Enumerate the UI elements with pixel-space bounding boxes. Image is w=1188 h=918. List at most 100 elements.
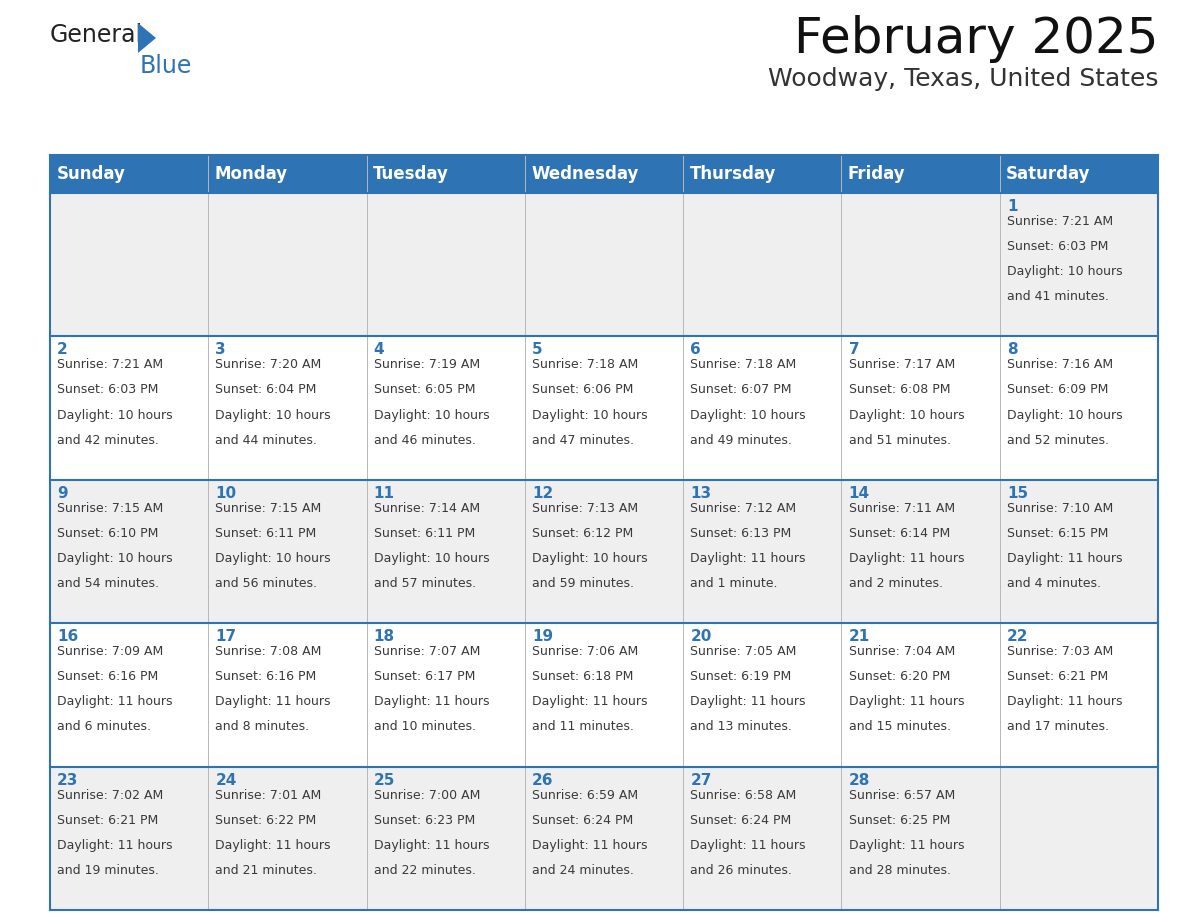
Text: and 56 minutes.: and 56 minutes. <box>215 577 317 590</box>
Text: Sunrise: 7:21 AM: Sunrise: 7:21 AM <box>1007 215 1113 228</box>
Text: 5: 5 <box>532 342 543 357</box>
Text: Daylight: 11 hours: Daylight: 11 hours <box>1007 552 1123 565</box>
Text: and 46 minutes.: and 46 minutes. <box>374 433 475 447</box>
Text: Sunrise: 7:01 AM: Sunrise: 7:01 AM <box>215 789 322 801</box>
Text: Daylight: 11 hours: Daylight: 11 hours <box>57 839 172 852</box>
Text: and 26 minutes.: and 26 minutes. <box>690 864 792 877</box>
Bar <box>50 480 1158 623</box>
Text: Sunrise: 7:15 AM: Sunrise: 7:15 AM <box>215 502 322 515</box>
Text: Sunset: 6:22 PM: Sunset: 6:22 PM <box>215 813 317 827</box>
Text: and 47 minutes.: and 47 minutes. <box>532 433 634 447</box>
Text: Sunrise: 7:03 AM: Sunrise: 7:03 AM <box>1007 645 1113 658</box>
Text: Daylight: 10 hours: Daylight: 10 hours <box>532 552 647 565</box>
Text: Daylight: 11 hours: Daylight: 11 hours <box>690 696 805 709</box>
Text: Daylight: 11 hours: Daylight: 11 hours <box>848 839 963 852</box>
Bar <box>50 155 1158 193</box>
Text: Sunset: 6:25 PM: Sunset: 6:25 PM <box>848 813 950 827</box>
Text: Daylight: 10 hours: Daylight: 10 hours <box>374 552 489 565</box>
Text: Sunset: 6:05 PM: Sunset: 6:05 PM <box>374 384 475 397</box>
Text: 4: 4 <box>374 342 385 357</box>
Text: Sunset: 6:04 PM: Sunset: 6:04 PM <box>215 384 317 397</box>
Text: Sunrise: 7:15 AM: Sunrise: 7:15 AM <box>57 502 164 515</box>
Text: 10: 10 <box>215 486 236 501</box>
Text: Sunset: 6:15 PM: Sunset: 6:15 PM <box>1007 527 1108 540</box>
Text: and 57 minutes.: and 57 minutes. <box>374 577 476 590</box>
Text: 28: 28 <box>848 773 870 788</box>
Text: Sunrise: 7:19 AM: Sunrise: 7:19 AM <box>374 358 480 372</box>
Text: Tuesday: Tuesday <box>373 165 449 183</box>
Text: Sunset: 6:03 PM: Sunset: 6:03 PM <box>57 384 158 397</box>
Text: 11: 11 <box>374 486 394 501</box>
Text: Sunrise: 6:59 AM: Sunrise: 6:59 AM <box>532 789 638 801</box>
Text: Sunrise: 7:06 AM: Sunrise: 7:06 AM <box>532 645 638 658</box>
Text: and 8 minutes.: and 8 minutes. <box>215 721 310 733</box>
Text: Sunset: 6:12 PM: Sunset: 6:12 PM <box>532 527 633 540</box>
Text: Sunset: 6:18 PM: Sunset: 6:18 PM <box>532 670 633 683</box>
Text: Daylight: 11 hours: Daylight: 11 hours <box>690 839 805 852</box>
Text: Daylight: 11 hours: Daylight: 11 hours <box>215 839 331 852</box>
Text: Daylight: 11 hours: Daylight: 11 hours <box>532 839 647 852</box>
Text: Sunrise: 7:21 AM: Sunrise: 7:21 AM <box>57 358 163 372</box>
Text: 6: 6 <box>690 342 701 357</box>
Text: 1: 1 <box>1007 199 1017 214</box>
Text: Sunset: 6:23 PM: Sunset: 6:23 PM <box>374 813 475 827</box>
Text: Sunset: 6:21 PM: Sunset: 6:21 PM <box>1007 670 1108 683</box>
Text: Daylight: 11 hours: Daylight: 11 hours <box>57 696 172 709</box>
Text: Wednesday: Wednesday <box>531 165 639 183</box>
Text: Daylight: 10 hours: Daylight: 10 hours <box>848 409 965 421</box>
Text: and 54 minutes.: and 54 minutes. <box>57 577 159 590</box>
Text: Sunrise: 7:00 AM: Sunrise: 7:00 AM <box>374 789 480 801</box>
Text: Sunrise: 7:07 AM: Sunrise: 7:07 AM <box>374 645 480 658</box>
Text: and 6 minutes.: and 6 minutes. <box>57 721 151 733</box>
Text: Sunset: 6:16 PM: Sunset: 6:16 PM <box>215 670 317 683</box>
Text: Sunset: 6:24 PM: Sunset: 6:24 PM <box>532 813 633 827</box>
Text: Sunrise: 7:18 AM: Sunrise: 7:18 AM <box>690 358 796 372</box>
Text: February 2025: February 2025 <box>794 15 1158 63</box>
Text: Daylight: 11 hours: Daylight: 11 hours <box>215 696 331 709</box>
Text: and 11 minutes.: and 11 minutes. <box>532 721 634 733</box>
Text: Sunrise: 6:58 AM: Sunrise: 6:58 AM <box>690 789 796 801</box>
Text: 13: 13 <box>690 486 712 501</box>
Text: Monday: Monday <box>215 165 287 183</box>
Text: Sunrise: 7:16 AM: Sunrise: 7:16 AM <box>1007 358 1113 372</box>
Text: 18: 18 <box>374 629 394 644</box>
Text: and 2 minutes.: and 2 minutes. <box>848 577 942 590</box>
Text: Daylight: 10 hours: Daylight: 10 hours <box>1007 265 1123 278</box>
Text: and 17 minutes.: and 17 minutes. <box>1007 721 1108 733</box>
Bar <box>50 193 1158 336</box>
Text: Sunrise: 7:02 AM: Sunrise: 7:02 AM <box>57 789 164 801</box>
Text: Friday: Friday <box>848 165 905 183</box>
Text: General: General <box>50 23 143 47</box>
Text: and 42 minutes.: and 42 minutes. <box>57 433 159 447</box>
Text: and 28 minutes.: and 28 minutes. <box>848 864 950 877</box>
Text: Daylight: 10 hours: Daylight: 10 hours <box>57 552 172 565</box>
Text: Sunset: 6:24 PM: Sunset: 6:24 PM <box>690 813 791 827</box>
Text: Sunset: 6:20 PM: Sunset: 6:20 PM <box>848 670 950 683</box>
Bar <box>50 623 1158 767</box>
Text: Sunrise: 7:12 AM: Sunrise: 7:12 AM <box>690 502 796 515</box>
Text: 12: 12 <box>532 486 554 501</box>
Text: Daylight: 11 hours: Daylight: 11 hours <box>848 696 963 709</box>
Text: Sunrise: 7:18 AM: Sunrise: 7:18 AM <box>532 358 638 372</box>
Text: and 49 minutes.: and 49 minutes. <box>690 433 792 447</box>
Text: Sunset: 6:19 PM: Sunset: 6:19 PM <box>690 670 791 683</box>
Text: Sunrise: 7:10 AM: Sunrise: 7:10 AM <box>1007 502 1113 515</box>
Text: Blue: Blue <box>140 54 192 78</box>
Text: 21: 21 <box>848 629 870 644</box>
Text: Daylight: 11 hours: Daylight: 11 hours <box>374 839 489 852</box>
Text: Sunrise: 7:08 AM: Sunrise: 7:08 AM <box>215 645 322 658</box>
Text: and 51 minutes.: and 51 minutes. <box>848 433 950 447</box>
Text: and 1 minute.: and 1 minute. <box>690 577 778 590</box>
Text: Daylight: 10 hours: Daylight: 10 hours <box>215 409 331 421</box>
Text: and 24 minutes.: and 24 minutes. <box>532 864 634 877</box>
Text: 8: 8 <box>1007 342 1017 357</box>
Text: Daylight: 10 hours: Daylight: 10 hours <box>1007 409 1123 421</box>
Text: Sunrise: 7:05 AM: Sunrise: 7:05 AM <box>690 645 797 658</box>
Text: 23: 23 <box>57 773 78 788</box>
Text: 19: 19 <box>532 629 554 644</box>
Text: 20: 20 <box>690 629 712 644</box>
Polygon shape <box>138 23 156 53</box>
Text: Sunset: 6:08 PM: Sunset: 6:08 PM <box>848 384 950 397</box>
Text: 27: 27 <box>690 773 712 788</box>
Text: Thursday: Thursday <box>689 165 776 183</box>
